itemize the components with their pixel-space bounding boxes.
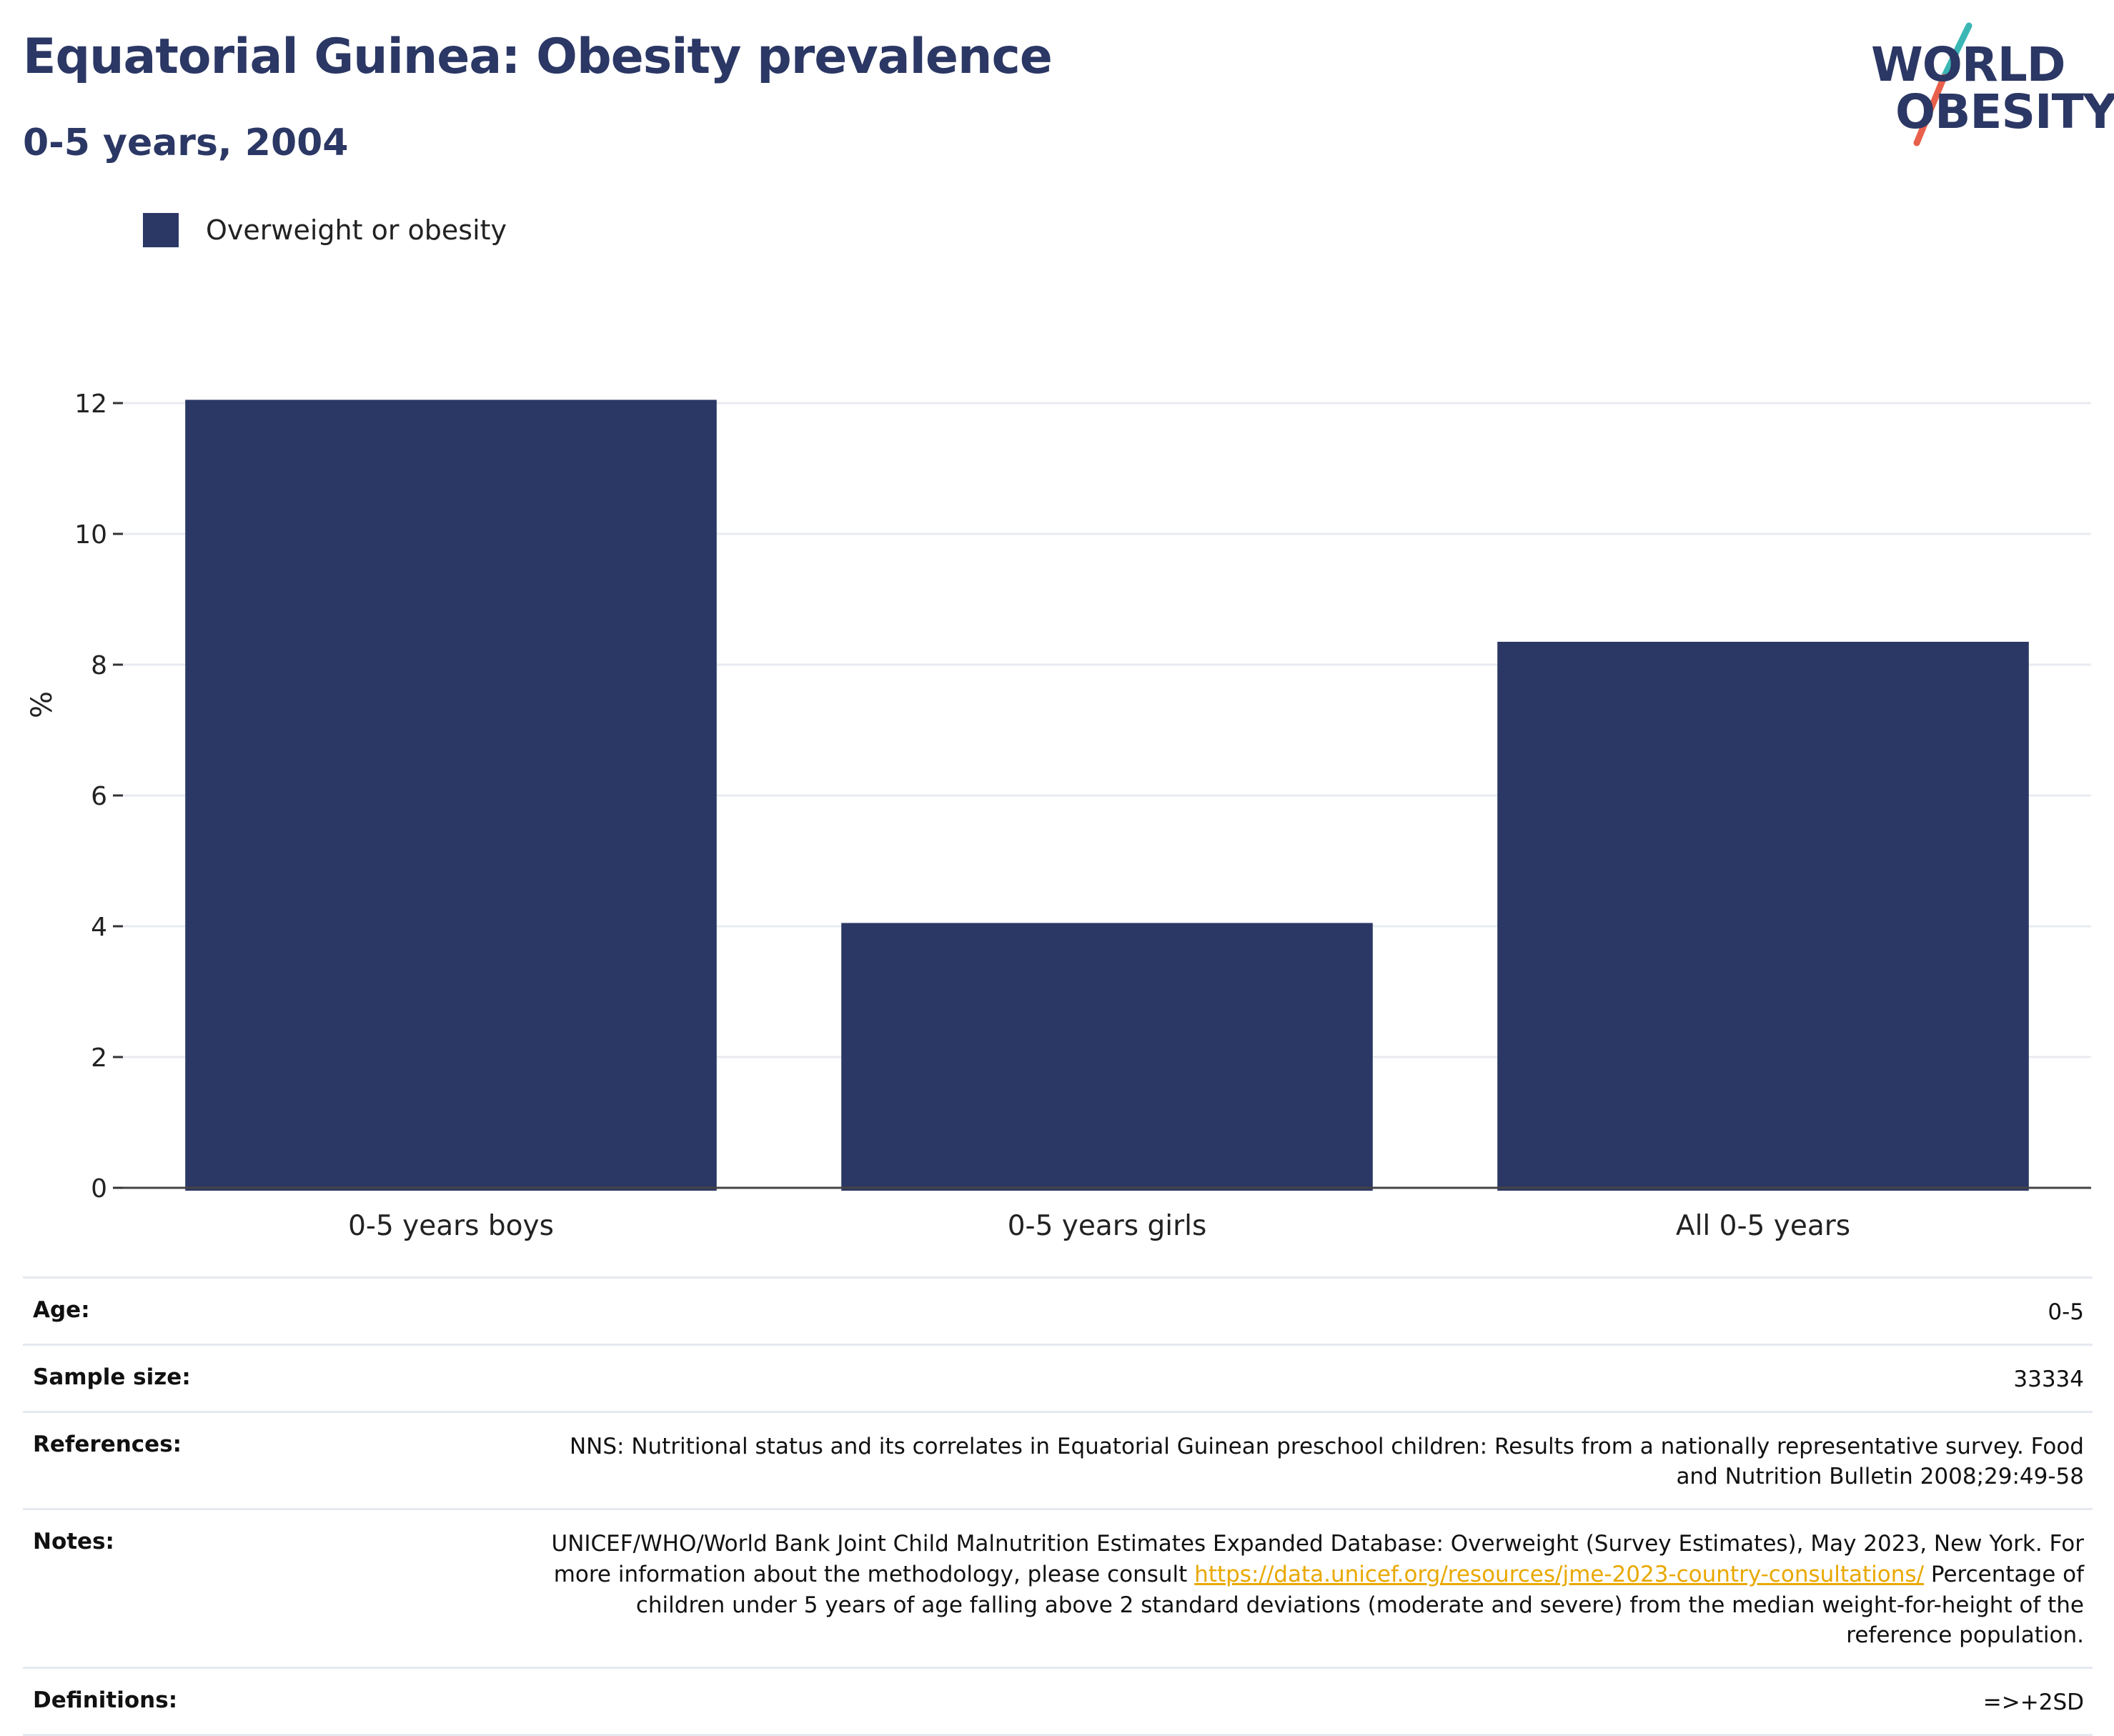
y-tick-label: 2 bbox=[91, 1043, 107, 1073]
legend-swatch bbox=[143, 213, 179, 247]
meta-notes-link[interactable]: https://data.unicef.org/resources/jme-20… bbox=[1194, 1561, 1925, 1587]
x-tick-label: All 0-5 years bbox=[1676, 1210, 1850, 1242]
chart-legend: Overweight or obesity bbox=[143, 213, 507, 247]
logo-slash-icon bbox=[1913, 22, 1972, 147]
meta-age-value: 0-5 bbox=[2048, 1299, 2084, 1325]
meta-row-notes: Notes: UNICEF/WHO/World Bank Joint Child… bbox=[23, 1508, 2093, 1667]
meta-age-label: Age: bbox=[33, 1297, 90, 1323]
meta-notes-text-before: UNICEF/WHO/World Bank Joint Child Malnut… bbox=[551, 1531, 2085, 1587]
meta-row-references: References: NNS: Nutritional status and … bbox=[23, 1410, 2093, 1509]
y-tick-label: 6 bbox=[91, 782, 107, 811]
meta-notes-label: Notes: bbox=[33, 1529, 114, 1555]
chart-title: Equatorial Guinea: Obesity prevalence bbox=[23, 29, 1053, 85]
y-tick-label: 8 bbox=[91, 651, 107, 680]
chart-subtitle: 0-5 years, 2004 bbox=[23, 121, 349, 164]
bar bbox=[841, 923, 1373, 1191]
meta-references-value: NNS: Nutritional status and its correlat… bbox=[569, 1433, 2084, 1490]
meta-references-label: References: bbox=[33, 1431, 182, 1457]
world-obesity-logo: WORLD OBESITY bbox=[1858, 21, 2114, 150]
meta-row-age: Age: 0-5 bbox=[23, 1276, 2093, 1344]
metadata-table: Age: 0-5 Sample size: 33334 References: … bbox=[23, 1276, 2093, 1736]
bar bbox=[1497, 641, 2029, 1191]
meta-notes-value: UNICEF/WHO/World Bank Joint Child Malnut… bbox=[526, 1529, 2085, 1651]
bar bbox=[185, 400, 717, 1191]
logo-word-obesity: OBESITY bbox=[1895, 84, 2114, 139]
meta-definitions-label: Definitions: bbox=[33, 1687, 178, 1714]
meta-notes-text-after: Percentage of children under 5 years of … bbox=[635, 1561, 2084, 1649]
y-tick-label: 0 bbox=[91, 1174, 107, 1204]
meta-row-sample-size: Sample size: 33334 bbox=[23, 1343, 2093, 1411]
bar-chart: 0 2 4 6 8 10 12% 0-5 years boys 0-5 years girls A… bbox=[26, 390, 2091, 1242]
logo-word-world: WORLD bbox=[1871, 37, 2066, 92]
x-tick-label: 0-5 years boys bbox=[348, 1210, 554, 1242]
meta-definitions-value: =>+2SD bbox=[1983, 1690, 2084, 1716]
legend-label: Overweight or obesity bbox=[206, 214, 507, 246]
y-tick-label: 12 bbox=[74, 390, 107, 419]
x-tick-label: 0-5 years girls bbox=[1008, 1210, 1207, 1242]
meta-row-definitions: Definitions: =>+2SD bbox=[23, 1667, 2093, 1736]
y-tick-label: 10 bbox=[74, 520, 107, 550]
y-axis-label: % bbox=[26, 691, 59, 718]
meta-sample-size-value: 33334 bbox=[2013, 1366, 2084, 1392]
y-tick-label: 4 bbox=[91, 913, 107, 942]
meta-sample-size-label: Sample size: bbox=[33, 1364, 191, 1390]
